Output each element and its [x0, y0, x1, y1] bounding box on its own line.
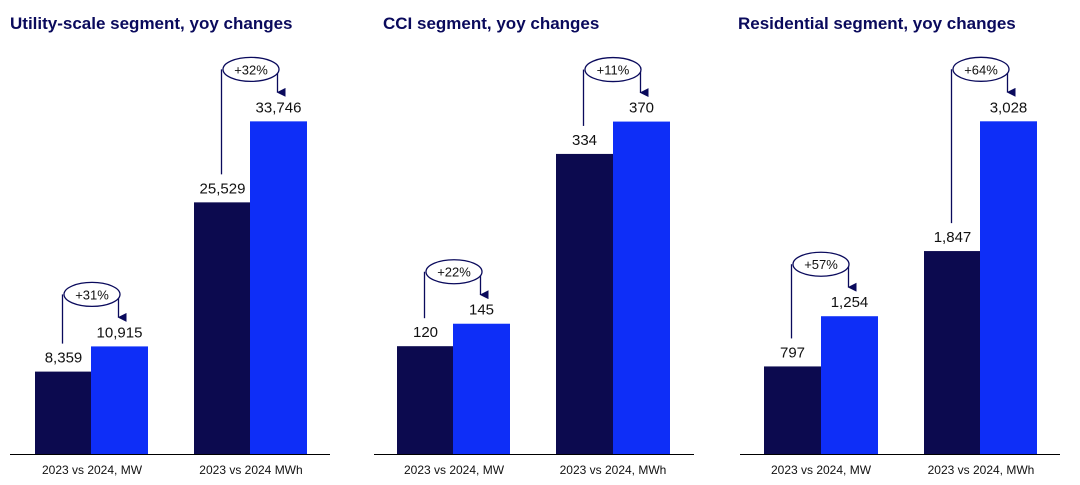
change-bubble — [792, 251, 850, 277]
change-label: +11% — [597, 63, 630, 78]
bar-2023 — [397, 346, 454, 454]
category-label: 2023 vs 2024 MWh — [199, 463, 302, 477]
category-label: 2023 vs 2024, MW — [404, 463, 505, 477]
bar-2024 — [821, 316, 878, 454]
change-bubble — [952, 56, 1010, 82]
bar-2023 — [764, 366, 821, 454]
value-label-2023: 120 — [413, 324, 438, 341]
bar-2024 — [250, 121, 307, 455]
chart-panel-2: CCI segment, yoy changes 120 145 +22% 2023 v… — [374, 14, 694, 477]
value-label-2024: 1,254 — [831, 294, 869, 311]
chart-panel-1: Utility-scale segment, yoy changes 8,359 1… — [10, 14, 330, 477]
value-label-2023: 334 — [572, 132, 597, 149]
bar-2024 — [980, 121, 1037, 455]
bar-2024 — [91, 346, 148, 454]
bar-2023 — [924, 251, 981, 454]
bar-2024 — [613, 121, 670, 454]
category-label: 2023 vs 2024, MW — [42, 463, 143, 477]
chart-title: Residential segment, yoy changes — [738, 14, 1016, 33]
value-label-2023: 1,847 — [934, 229, 972, 246]
change-bubble — [63, 281, 121, 308]
value-label-2023: 797 — [780, 344, 805, 361]
chart-title: Utility-scale segment, yoy changes — [10, 14, 293, 33]
change-label: +57% — [804, 257, 838, 272]
chart-title: CCI segment, yoy changes — [383, 14, 599, 33]
value-label-2023: 8,359 — [45, 350, 83, 367]
value-label-2024: 10,915 — [97, 324, 143, 341]
value-label-2024: 145 — [469, 302, 494, 319]
value-label-2023: 25,529 — [200, 180, 246, 197]
bar-2023 — [194, 202, 251, 454]
change-bubble — [425, 259, 483, 285]
value-label-2024: 33,746 — [256, 99, 302, 116]
value-label-2024: 370 — [629, 100, 654, 117]
chart-panel-3: Residential segment, yoy changes 797 1,254… — [738, 14, 1060, 477]
change-bubble — [222, 56, 280, 83]
change-label: +64% — [964, 62, 998, 77]
bar-2023 — [35, 371, 92, 454]
value-label-2024: 3,028 — [990, 99, 1028, 116]
bar-2023 — [556, 153, 613, 454]
category-label: 2023 vs 2024, MW — [771, 463, 872, 477]
category-label: 2023 vs 2024, MWh — [560, 463, 667, 477]
bar-2024 — [453, 323, 510, 454]
change-label: +31% — [75, 287, 109, 302]
change-bubble — [584, 56, 642, 83]
change-label: +32% — [234, 62, 268, 77]
change-label: +22% — [437, 265, 471, 280]
category-label: 2023 vs 2024, MWh — [928, 463, 1035, 477]
